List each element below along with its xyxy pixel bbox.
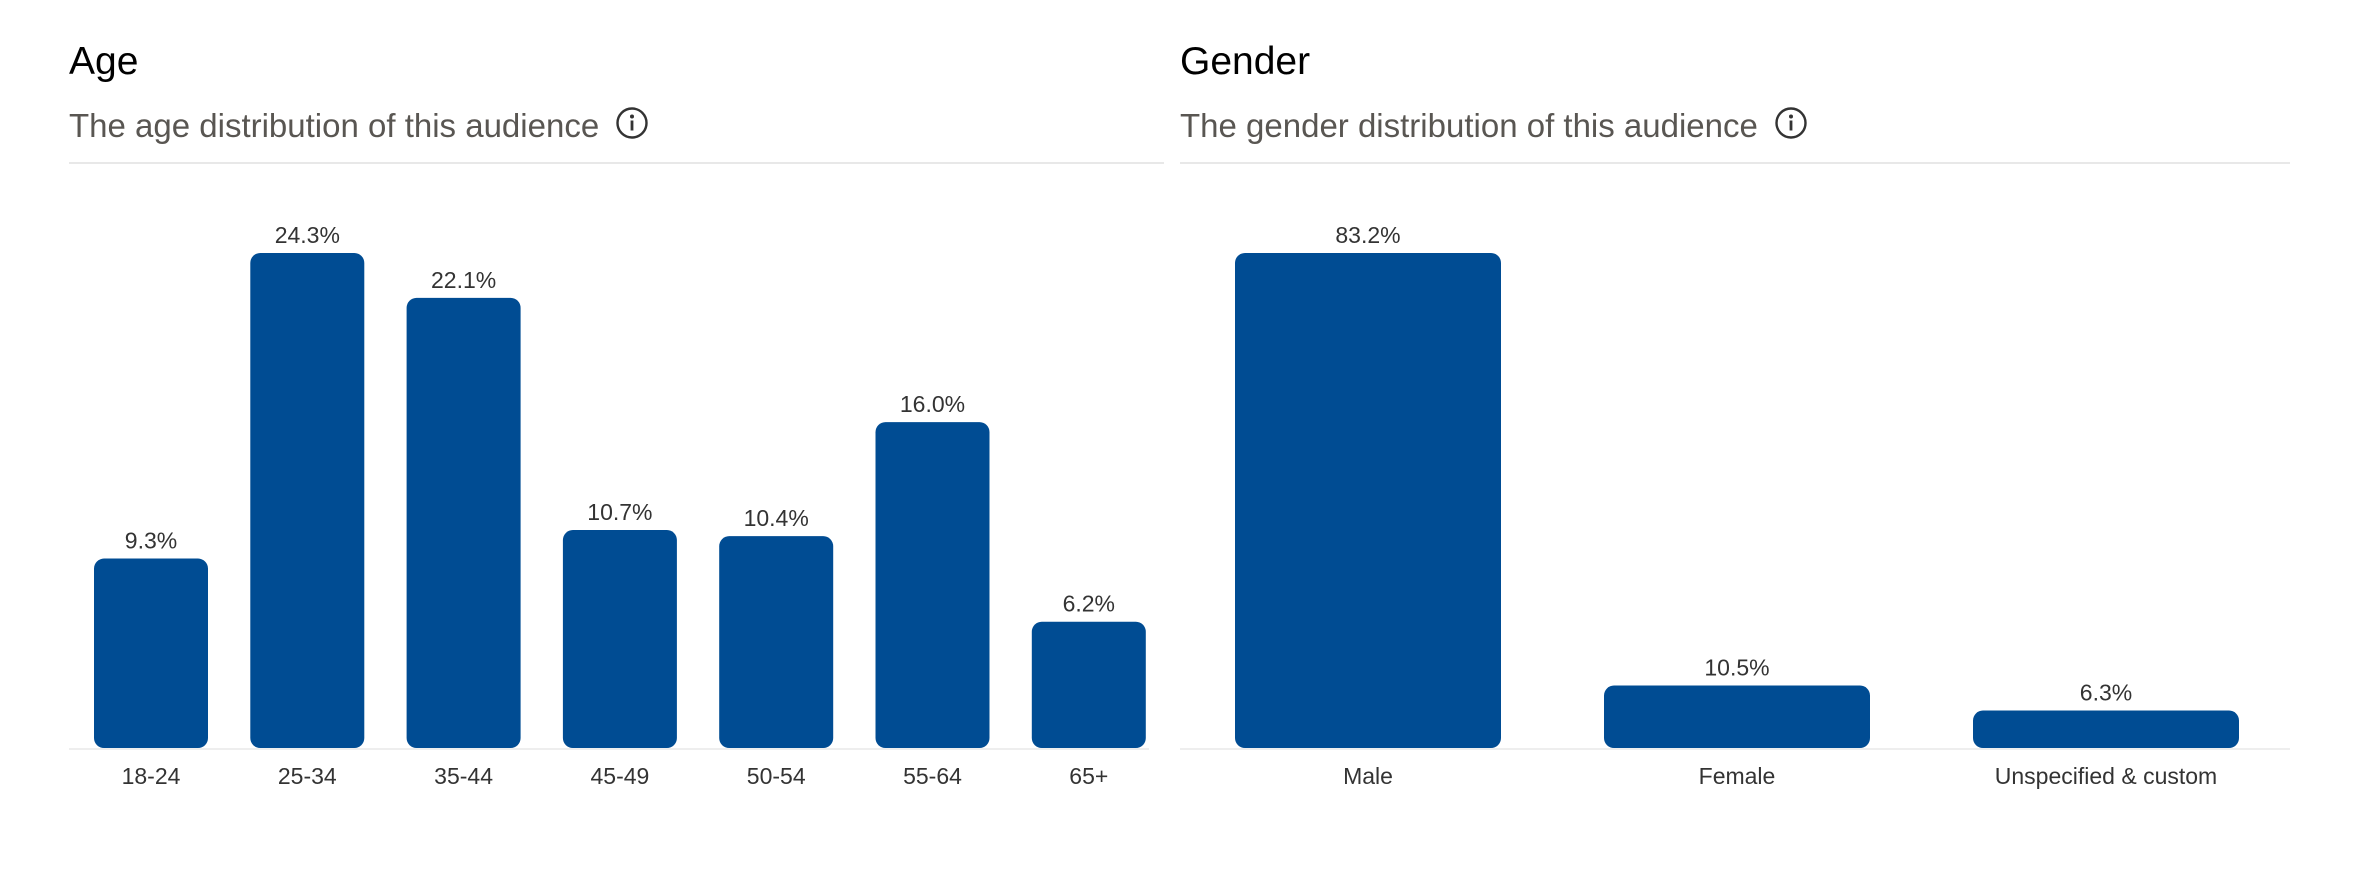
age-subtitle: The age distribution of this audience (69, 107, 600, 144)
age-subtitle-row: The age distribution of this audience (69, 102, 649, 150)
age-title: Age (69, 40, 139, 83)
gender-bar-female[interactable] (1604, 685, 1870, 748)
age-divider (69, 162, 1164, 164)
age-category-label: 35-44 (434, 763, 493, 789)
gender-bar-unspecified-custom[interactable] (1973, 710, 2239, 748)
age-bar-50-54[interactable] (719, 536, 834, 748)
age-chart: 9.3% 18-24 24.3% 25-34 22.1% 35-44 10.7% 45-49 1… (69, 222, 1149, 789)
gender-subtitle-row: The gender distribution of this audience (1180, 102, 1808, 150)
gender-bar-male[interactable] (1235, 253, 1501, 748)
age-bar-65-[interactable] (1031, 621, 1146, 748)
age-category-label: 50-54 (747, 763, 806, 789)
age-category-label: 25-34 (278, 763, 337, 789)
gender-category-label: Unspecified & custom (1995, 763, 2217, 789)
age-bar-18-24[interactable] (94, 558, 208, 748)
age-category-label: 55-64 (903, 763, 962, 789)
gender-divider (1180, 162, 2290, 164)
age-category-label: 65+ (1069, 763, 1108, 789)
age-bar-35-44[interactable] (406, 297, 521, 748)
gender-subtitle: The gender distribution of this audience (1180, 107, 1758, 144)
age-value-label: 10.7% (587, 499, 652, 525)
gender-value-label: 10.5% (1704, 655, 1769, 681)
age-panel: Age The age distribution of this audienc… (69, 0, 1164, 888)
age-bar-55-64[interactable] (875, 422, 990, 748)
age-category-label: 45-49 (590, 763, 649, 789)
age-value-label: 9.3% (125, 528, 177, 554)
gender-value-label: 83.2% (1335, 222, 1400, 248)
gender-chart: 83.2% Male 10.5% Female 6.3% Unspecified & cu… (1180, 222, 2290, 789)
gender-category-label: Male (1343, 763, 1393, 789)
age-bar-45-49[interactable] (562, 530, 677, 748)
gender-category-label: Female (1699, 763, 1776, 789)
age-value-label: 16.0% (900, 391, 965, 417)
gender-title: Gender (1180, 40, 1311, 83)
age-value-label: 24.3% (275, 222, 340, 248)
age-category-label: 18-24 (122, 763, 181, 789)
gender-value-label: 6.3% (2080, 680, 2132, 706)
gender-panel: Gender The gender distribution of this a… (1180, 0, 2290, 888)
age-value-label: 22.1% (431, 267, 496, 293)
info-circle-icon[interactable] (615, 106, 649, 140)
age-value-label: 6.2% (1063, 591, 1115, 617)
age-bar-25-34[interactable] (250, 253, 365, 748)
info-circle-icon[interactable] (1774, 106, 1808, 140)
age-value-label: 10.4% (744, 505, 809, 531)
